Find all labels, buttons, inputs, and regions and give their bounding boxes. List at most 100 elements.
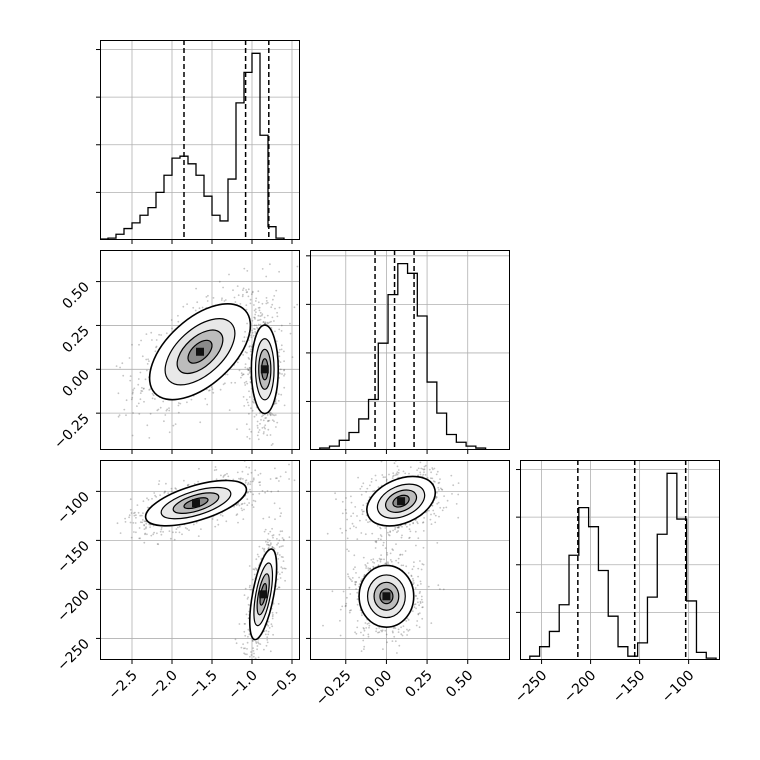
scatter-point	[272, 536, 274, 539]
scatter-point	[247, 357, 250, 359]
scatter-point	[248, 396, 251, 398]
scatter-point	[426, 457, 428, 459]
scatter-point	[160, 528, 163, 531]
scatter-point	[247, 473, 249, 476]
scatter-point	[389, 531, 391, 533]
scatter-point	[391, 640, 394, 642]
scatter-point	[245, 289, 248, 291]
scatter-point	[270, 623, 273, 626]
scatter-point	[438, 481, 441, 484]
scatter-point	[125, 399, 128, 402]
scatter-point	[436, 491, 438, 494]
scatter-point	[417, 474, 420, 477]
scatter-point	[275, 477, 277, 480]
scatter-point	[122, 374, 125, 377]
histogram-bar	[647, 597, 657, 660]
x-tick-label: −0.25	[313, 668, 355, 710]
scatter-point	[244, 366, 247, 369]
scatter-point	[145, 527, 147, 530]
scatter-point	[348, 586, 351, 589]
scatter-point	[247, 288, 250, 291]
scatter-point	[228, 409, 231, 411]
scatter-point	[397, 561, 400, 564]
scatter-point	[133, 531, 135, 533]
scatter-point	[139, 371, 142, 374]
scatter-point	[369, 567, 371, 570]
scatter-point	[277, 571, 279, 574]
scatter-point	[153, 531, 156, 534]
scatter-point	[248, 390, 250, 393]
scatter-point	[250, 345, 253, 348]
scatter-point	[128, 514, 131, 517]
scatter-point	[267, 428, 270, 431]
scatter-point	[244, 653, 247, 656]
scatter-point	[261, 302, 264, 305]
scatter-point	[276, 421, 279, 424]
scatter-point	[363, 645, 366, 648]
scatter-point	[392, 529, 394, 532]
histogram-bar	[598, 570, 608, 660]
scatter-point	[281, 530, 284, 533]
scatter-point	[258, 319, 260, 321]
histogram-bar	[657, 534, 667, 660]
scatter-point	[401, 634, 404, 637]
scatter-point	[326, 532, 329, 535]
scatter-point	[235, 504, 238, 506]
histogram-bar	[447, 434, 457, 450]
scatter-point	[376, 524, 379, 527]
scatter-point	[140, 514, 143, 517]
scatter-point	[364, 533, 367, 536]
scatter-point	[244, 634, 247, 637]
scatter-point	[279, 530, 282, 533]
scatter-point	[334, 492, 336, 495]
scatter-point	[254, 469, 257, 472]
scatter-point	[237, 503, 239, 506]
scatter-point	[144, 378, 147, 381]
scatter-point	[252, 493, 255, 496]
scatter-point	[417, 567, 420, 570]
scatter-point	[242, 287, 245, 290]
scatter-point	[432, 480, 435, 483]
scatter-point	[212, 391, 215, 394]
scatter-point	[345, 602, 348, 605]
scatter-point	[346, 596, 348, 599]
scatter-point	[379, 560, 382, 563]
scatter-point	[446, 499, 449, 502]
scatter-point	[356, 538, 359, 540]
scatter-point	[381, 629, 384, 632]
histogram-bar	[156, 192, 164, 240]
scatter-point	[214, 525, 217, 528]
scatter-point	[264, 417, 267, 419]
scatter-point	[246, 598, 249, 600]
scatter-point	[245, 423, 248, 426]
scatter-point	[400, 633, 403, 636]
histogram-bar	[608, 616, 618, 660]
scatter-point	[132, 412, 135, 414]
scatter-point	[273, 320, 275, 322]
scatter-point	[429, 518, 432, 521]
y-tick-label: −100	[54, 489, 93, 528]
scatter-point	[366, 562, 369, 564]
scatter-point	[430, 477, 432, 480]
scatter-point	[384, 527, 387, 529]
scatter-point	[262, 321, 265, 323]
scatter-point	[411, 610, 414, 612]
scatter-point	[196, 301, 199, 304]
scatter-point	[272, 633, 274, 636]
scatter-point	[419, 560, 421, 562]
scatter-point	[457, 516, 460, 519]
scatter-point	[426, 477, 429, 479]
scatter-point	[283, 368, 286, 371]
scatter-point	[367, 633, 370, 636]
scatter-point	[264, 424, 267, 427]
histogram-bar	[398, 264, 408, 450]
scatter-point	[355, 526, 357, 529]
scatter-point	[130, 512, 133, 514]
scatter-point	[138, 537, 141, 540]
scatter-point	[420, 583, 422, 585]
scatter-point	[184, 527, 187, 529]
scatter-point	[391, 477, 394, 479]
scatter-point	[282, 556, 284, 558]
scatter-point	[257, 290, 260, 293]
scatter-point	[283, 404, 286, 407]
